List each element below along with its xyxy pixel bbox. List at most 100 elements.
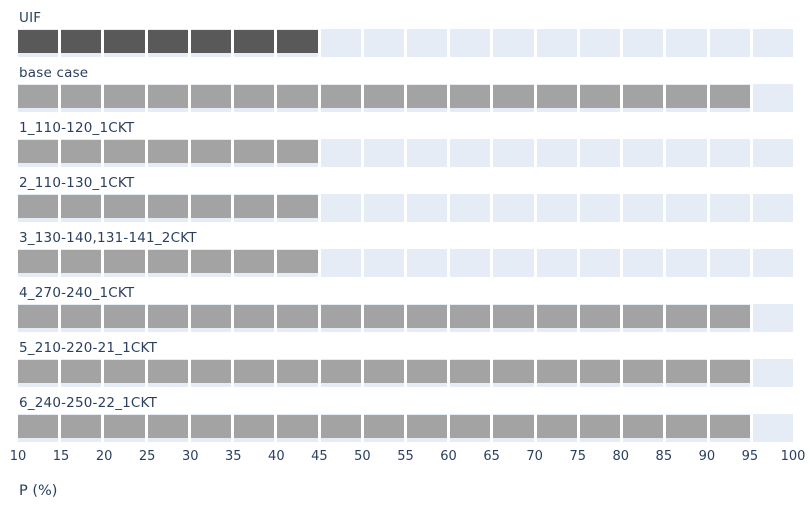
track-cell bbox=[709, 139, 750, 167]
bar-track bbox=[18, 84, 793, 112]
bar-segment bbox=[147, 250, 188, 273]
track-cell bbox=[277, 249, 318, 277]
track-cell bbox=[752, 29, 793, 57]
x-tick-label: 95 bbox=[741, 449, 759, 464]
track-cell bbox=[190, 304, 232, 332]
track-cell bbox=[450, 249, 491, 277]
track-cell bbox=[493, 359, 534, 387]
track-cell bbox=[363, 359, 404, 387]
bar-segment bbox=[277, 305, 318, 328]
track-cell bbox=[320, 414, 361, 442]
bar-segment bbox=[320, 360, 361, 383]
track-cell bbox=[61, 139, 102, 167]
track-cell bbox=[493, 84, 534, 112]
track-cell bbox=[61, 304, 102, 332]
x-tick-label: 55 bbox=[397, 449, 414, 464]
x-tick-label: 90 bbox=[698, 449, 716, 464]
x-tick-label: 65 bbox=[483, 449, 500, 464]
track-cell bbox=[709, 359, 750, 387]
track-cell bbox=[579, 249, 621, 277]
bar-segment bbox=[320, 85, 361, 108]
track-cell bbox=[234, 359, 275, 387]
track-cell bbox=[450, 84, 491, 112]
track-cell bbox=[579, 304, 621, 332]
track-cell bbox=[493, 29, 534, 57]
track-cell bbox=[147, 304, 188, 332]
track-cell bbox=[190, 359, 232, 387]
bar-segment bbox=[147, 360, 188, 383]
bar-track bbox=[18, 359, 793, 387]
bar-segment bbox=[61, 140, 102, 163]
bar-segment bbox=[493, 85, 534, 108]
track-cell bbox=[277, 414, 318, 442]
bar-track bbox=[18, 139, 793, 167]
bar-segment bbox=[104, 305, 145, 328]
category-label: 4_270-240_1CKT bbox=[19, 285, 135, 301]
track-cell bbox=[450, 139, 491, 167]
bar-segment bbox=[666, 305, 707, 328]
track-cell bbox=[709, 194, 750, 222]
bar-segment bbox=[709, 415, 750, 438]
track-cell bbox=[579, 414, 621, 442]
bar-segment bbox=[277, 360, 318, 383]
track-cell bbox=[623, 359, 664, 387]
track-cell bbox=[147, 84, 188, 112]
track-cell bbox=[18, 194, 59, 222]
track-cell bbox=[61, 359, 102, 387]
bar-segment bbox=[147, 30, 188, 53]
track-cell bbox=[406, 29, 448, 57]
bar-segment bbox=[277, 250, 318, 273]
bar-segment bbox=[277, 415, 318, 438]
track-cell bbox=[406, 249, 448, 277]
track-cell bbox=[277, 194, 318, 222]
x-tick-label: 60 bbox=[440, 449, 457, 464]
bar-segment bbox=[493, 360, 534, 383]
bar-segment bbox=[234, 360, 275, 383]
bar-row: base case bbox=[0, 64, 810, 112]
track-cell bbox=[234, 249, 275, 277]
bar-segment bbox=[61, 360, 102, 383]
bar-segment bbox=[363, 305, 404, 328]
track-cell bbox=[450, 359, 491, 387]
track-cell bbox=[147, 139, 188, 167]
track-cell bbox=[234, 84, 275, 112]
bar-segment bbox=[579, 360, 621, 383]
x-axis-title: P (%) bbox=[19, 483, 58, 499]
x-tick-label: 75 bbox=[569, 449, 586, 464]
track-cell bbox=[536, 414, 577, 442]
track-cell bbox=[450, 304, 491, 332]
x-tick-label: 70 bbox=[526, 449, 543, 464]
track-cell bbox=[104, 414, 145, 442]
bar-segment bbox=[190, 415, 232, 438]
track-cell bbox=[536, 249, 577, 277]
track-cell bbox=[579, 84, 621, 112]
bar-segment bbox=[18, 360, 59, 383]
bar-segment bbox=[190, 195, 232, 218]
bar-row: 2_110-130_1CKT bbox=[0, 174, 810, 222]
bar-rows-container: UIF base case 1_110-120_1CKT 2_110-130_1CKT… bbox=[0, 9, 810, 442]
track-cell bbox=[277, 84, 318, 112]
track-cell bbox=[363, 84, 404, 112]
bar-row: 1_110-120_1CKT bbox=[0, 119, 810, 167]
bar-segment bbox=[18, 140, 59, 163]
track-cell bbox=[709, 414, 750, 442]
track-cell bbox=[666, 139, 707, 167]
track-cell bbox=[320, 249, 361, 277]
bar-segment bbox=[709, 85, 750, 108]
track-cell bbox=[104, 304, 145, 332]
bar-segment bbox=[277, 85, 318, 108]
bar-segment bbox=[61, 30, 102, 53]
bar-segment bbox=[61, 305, 102, 328]
track-cell bbox=[579, 359, 621, 387]
track-cell bbox=[752, 304, 793, 332]
track-cell bbox=[493, 304, 534, 332]
track-cell bbox=[752, 139, 793, 167]
category-label: base case bbox=[19, 65, 89, 81]
bar-track bbox=[18, 29, 793, 57]
track-cell bbox=[709, 84, 750, 112]
category-label: 5_210-220-21_1CKT bbox=[19, 340, 158, 356]
track-cell bbox=[320, 194, 361, 222]
track-cell bbox=[406, 139, 448, 167]
bar-segment bbox=[450, 415, 491, 438]
